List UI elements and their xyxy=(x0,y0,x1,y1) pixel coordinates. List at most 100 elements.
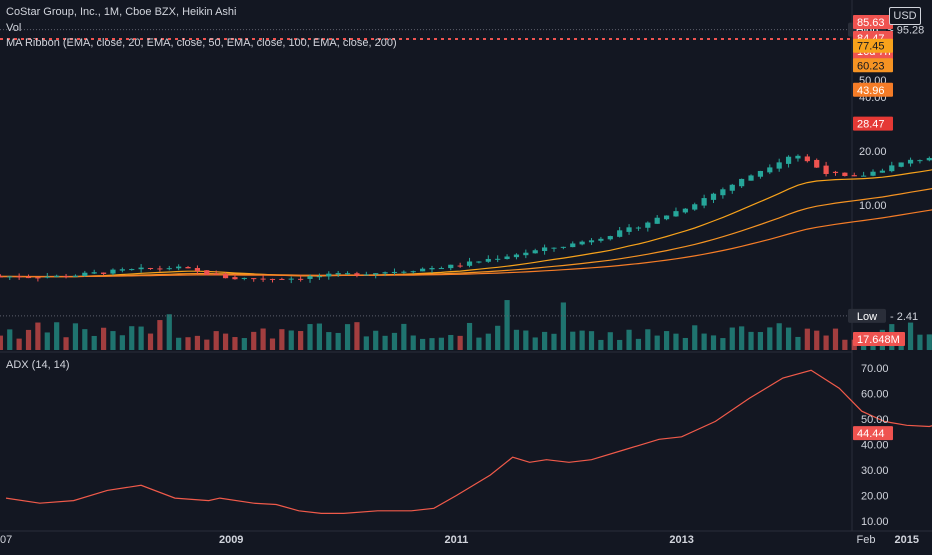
candle-body xyxy=(429,268,435,270)
volume-bar xyxy=(673,333,679,350)
volume-tag-bg xyxy=(853,332,905,346)
volume-bar xyxy=(194,335,201,350)
candle-body xyxy=(260,278,266,280)
candle-body xyxy=(785,156,792,164)
candle-body xyxy=(720,189,726,196)
volume-bar xyxy=(307,324,313,350)
candle-body xyxy=(532,250,538,254)
volume-bar xyxy=(645,329,651,350)
candle-body xyxy=(870,171,876,176)
candle-body xyxy=(204,270,210,275)
volume-bar xyxy=(692,325,698,350)
ema-20-tag: 77.45 xyxy=(857,41,885,53)
volume-legend[interactable]: Vol xyxy=(6,22,22,34)
adx-tick-label: 70.00 xyxy=(861,363,889,375)
volume-bar xyxy=(0,335,3,350)
candle-body xyxy=(63,276,69,278)
volume-bar xyxy=(907,322,914,350)
candle-body xyxy=(551,247,557,249)
volume-bar xyxy=(298,331,304,350)
volume-bar xyxy=(354,322,360,350)
volume-bar xyxy=(767,327,773,350)
candle-body xyxy=(298,278,304,280)
candle-body xyxy=(448,264,454,269)
volume-bar xyxy=(35,322,41,350)
volume-bar xyxy=(551,333,557,350)
volume-bar xyxy=(100,327,107,350)
volume-bar xyxy=(129,326,135,350)
volume-bar xyxy=(804,328,810,350)
volume-bar xyxy=(16,338,22,350)
adx-value-tag: 44.44 xyxy=(857,428,885,440)
candle-body xyxy=(35,277,41,279)
low-tag-value: - 2.41 xyxy=(890,311,918,323)
volume-bar xyxy=(63,337,69,350)
candle-body xyxy=(232,277,238,280)
candle-body xyxy=(213,273,219,275)
candle-body xyxy=(692,204,698,210)
candle-body xyxy=(138,267,144,270)
adx-tick-label: 10.00 xyxy=(861,516,889,528)
volume-bar xyxy=(326,332,332,350)
volume-bar xyxy=(72,323,79,350)
volume-bar xyxy=(241,338,247,350)
volume-bar xyxy=(222,333,229,350)
volume-bar xyxy=(176,337,182,350)
volume-bar xyxy=(570,331,576,350)
candle-body xyxy=(710,193,717,200)
volume-bar xyxy=(607,332,613,350)
low-tag-label: Low xyxy=(857,311,877,323)
candle-body xyxy=(842,172,848,176)
volume-bar xyxy=(513,329,520,350)
volume-bar xyxy=(495,325,501,350)
ema-100-tag: 43.96 xyxy=(857,85,885,97)
candle-body xyxy=(110,269,116,274)
volume-bar xyxy=(682,337,688,350)
volume-bar xyxy=(795,336,801,350)
candle-body xyxy=(176,266,182,269)
ema-50-tag-bg xyxy=(853,58,893,73)
volume-bar xyxy=(710,335,717,350)
volume-bar xyxy=(147,333,154,350)
volume-bar xyxy=(701,333,707,350)
volume-bar xyxy=(748,331,754,350)
candle-body xyxy=(82,272,88,276)
candle-body xyxy=(795,155,801,159)
volume-bar xyxy=(420,338,426,350)
candle-body xyxy=(401,271,407,273)
ema-100-tag-bg xyxy=(853,82,893,97)
ma-ribbon-legend[interactable]: MA Ribbon (EMA, close, 20, EMA, close, 5… xyxy=(6,37,397,49)
candle-body xyxy=(560,246,566,248)
chart-title[interactable]: CoStar Group, Inc., 1M, Cboe BZX, Heikin… xyxy=(6,6,237,18)
volume-bar xyxy=(588,331,595,350)
candle-body xyxy=(570,243,576,248)
time-tick-label: 07 xyxy=(0,534,12,546)
candle-body xyxy=(25,277,32,279)
volume-bar xyxy=(823,335,829,350)
volume-bar xyxy=(288,330,294,350)
ema-200-tag: 28.47 xyxy=(857,119,885,131)
candle-body xyxy=(607,236,613,240)
volume-bar xyxy=(44,332,50,350)
candle-body xyxy=(823,165,829,174)
volume-bar xyxy=(213,331,219,350)
candle-body xyxy=(579,241,585,245)
volume-bar xyxy=(410,335,416,350)
volume-bar xyxy=(232,337,238,350)
candle-body xyxy=(654,217,660,224)
volume-bar xyxy=(363,336,369,350)
candle-body xyxy=(466,261,473,266)
currency-button[interactable]: USD xyxy=(889,7,921,25)
volume-bar xyxy=(279,329,285,350)
volume-bar xyxy=(917,334,923,350)
candle-body xyxy=(363,274,369,276)
candle-body xyxy=(851,175,857,177)
ema-50-tag: 60.23 xyxy=(857,60,885,72)
low-tag-label-bg xyxy=(848,308,886,323)
ema-200-tag-bg xyxy=(853,116,893,131)
adx-legend[interactable]: ADX (14, 14) xyxy=(6,359,70,371)
candle-body xyxy=(157,268,163,270)
adx-tick-label: 40.00 xyxy=(861,439,889,451)
